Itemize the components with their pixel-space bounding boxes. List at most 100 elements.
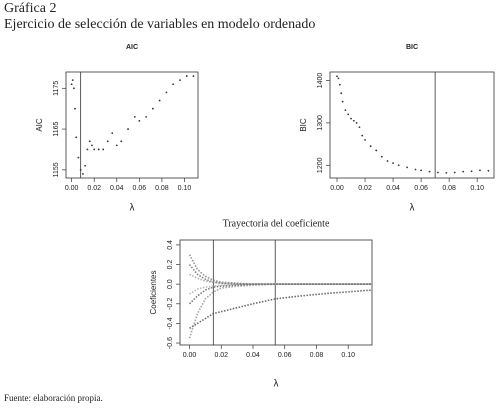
plot-frame [179,239,373,346]
y-tick-label: 0.2 [167,260,174,270]
point [445,172,448,174]
x-tick-label: 0.04 [110,185,124,192]
point [158,99,161,102]
point [172,83,175,86]
point [91,144,93,147]
point [145,115,148,118]
x-tick-label: 0.08 [155,185,169,192]
point [77,156,80,159]
point [337,77,340,80]
x-tick-label: 0.08 [310,352,324,359]
x-tick-label: 0.08 [442,185,456,192]
x-tick-label: 0.06 [133,185,147,192]
point [406,166,408,169]
y-tick-label: -0.2 [167,298,174,310]
y-tick-label: 1155 [53,162,60,177]
x-tick-label: 0.02 [358,185,372,192]
point [392,162,394,165]
x-tick-label: 0.04 [386,185,400,192]
point [340,92,343,95]
point [462,170,465,173]
x-axis-label: λ [410,203,415,214]
point [133,115,136,118]
plot-frame [329,71,495,179]
chart-title: BIC [406,44,418,51]
point [75,136,78,139]
point [71,79,74,82]
x-axis-label: λ [130,203,135,214]
point [420,169,423,172]
x-tick-label: 0.06 [414,185,428,192]
chart-title: Trayectoria del coeficiente [223,218,330,229]
y-tick-label: 1175 [53,81,60,96]
point [386,160,389,162]
y-tick-label: 0.0 [167,279,174,289]
y-axis-label: BIC [299,118,308,132]
figure-title: Ejercicio de selección de variables en m… [4,17,315,32]
point [97,148,100,151]
point [93,148,96,151]
x-tick-label: 0.04 [246,352,260,359]
point [470,170,473,173]
point [347,113,350,116]
point [344,109,347,112]
y-axis-label: AIC [35,118,44,132]
point [364,138,366,141]
point [336,75,338,78]
coefficient-path [188,283,372,305]
point [70,83,73,86]
plot-frame [65,71,199,179]
x-tick-label: 0.00 [330,185,344,192]
point [397,164,400,167]
coefficient-path [188,254,372,285]
point [185,75,188,77]
point [127,128,129,130]
point [380,155,383,158]
point [82,173,84,175]
y-axis-label: Coeficientes [149,270,158,314]
source-note: Fuente: elaboración propia. [4,393,103,403]
point [111,132,114,135]
point [192,75,195,77]
point [106,140,109,143]
y-tick-label: 1400 [317,73,324,89]
point [453,171,456,174]
point [358,126,361,129]
point [86,148,89,151]
point [84,164,87,167]
point [355,121,358,124]
y-tick-label: 1165 [53,121,60,136]
coefficient-path [189,283,372,295]
point [79,168,82,171]
point [487,169,490,172]
point [369,145,372,148]
point [88,140,91,143]
chart-title: AIC [126,44,138,51]
x-tick-label: 0.10 [178,185,192,192]
x-tick-label: 0.00 [65,185,79,192]
x-tick-label: 0.10 [341,352,355,359]
point [375,149,378,152]
coefficient-path [188,283,372,339]
x-axis-label: λ [274,379,279,390]
point [428,170,431,173]
point [179,79,181,82]
point [352,119,355,122]
y-tick-label: -0.4 [167,317,174,329]
point [74,107,76,110]
figure-label: Gráfica 2 [4,1,56,16]
point [479,169,481,172]
x-tick-label: 0.02 [87,185,101,192]
point [120,140,123,143]
point [165,91,168,94]
point [338,83,341,86]
point [341,100,344,103]
point [115,144,118,147]
point [102,148,105,151]
y-tick-label: -0.6 [167,337,174,349]
point [361,134,364,137]
coefficient-path [189,289,373,330]
x-tick-label: 0.00 [183,352,197,359]
point [151,107,154,110]
